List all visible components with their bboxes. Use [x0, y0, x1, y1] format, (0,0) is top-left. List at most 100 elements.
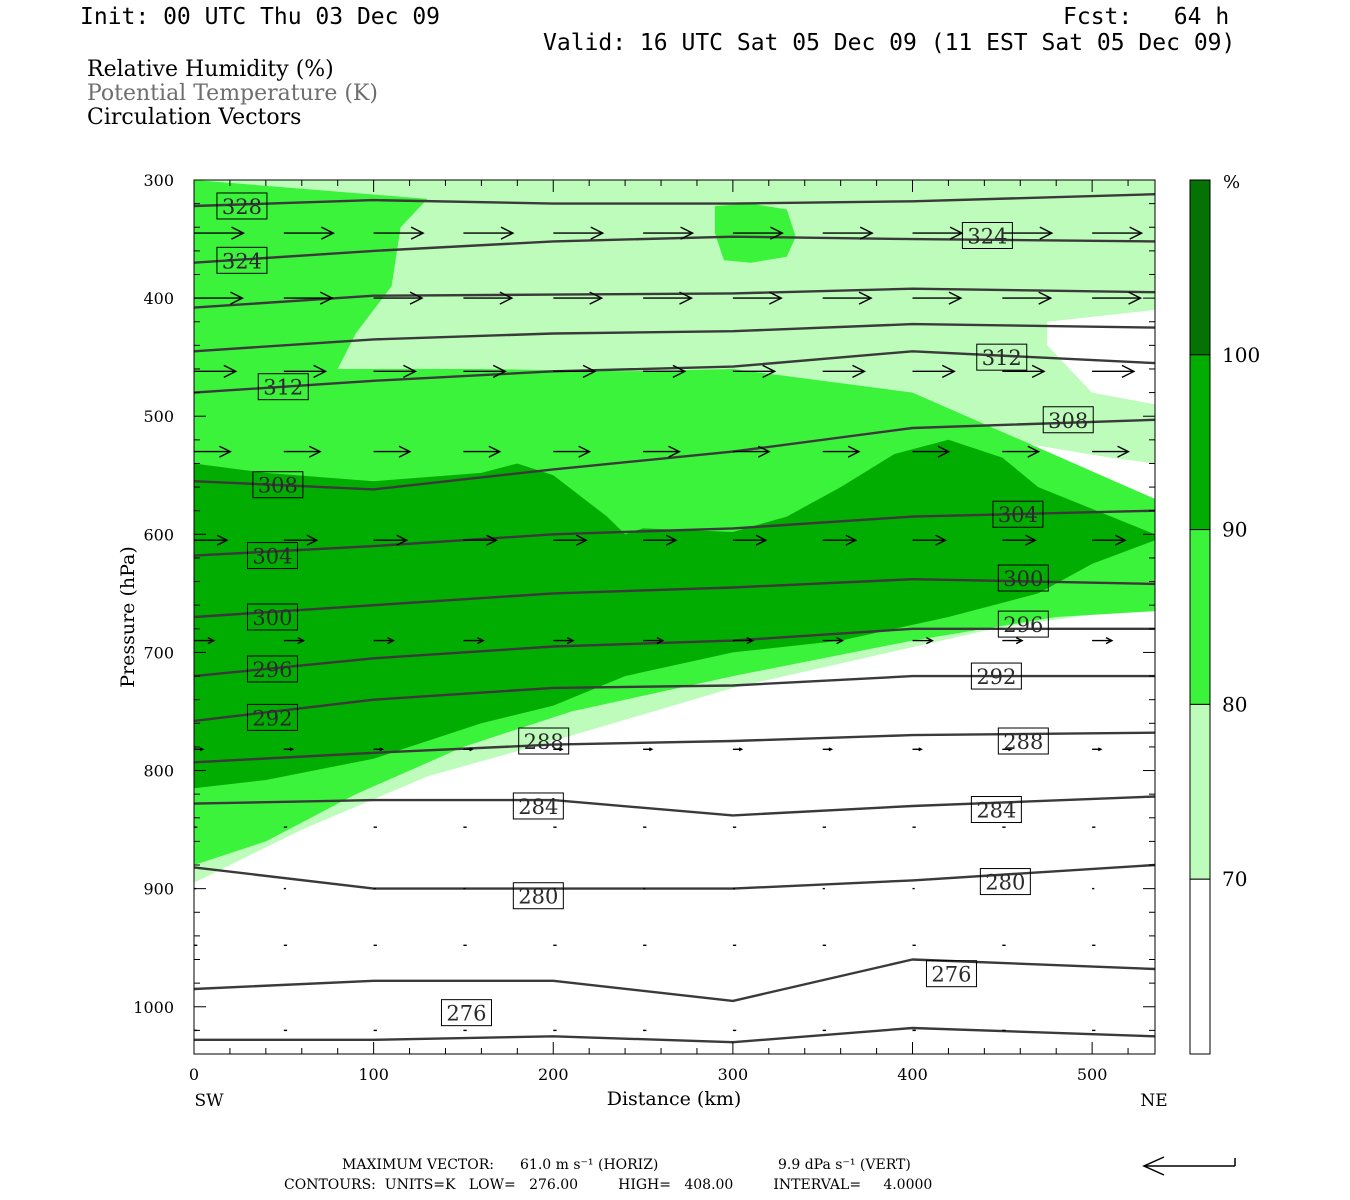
vector-head-3-1: [308, 445, 322, 458]
vector-head-2-9: [1031, 364, 1046, 378]
contour-label-box-10: [997, 564, 1049, 592]
vector-head-1-1: [319, 291, 334, 305]
vector-head-4-1: [306, 534, 319, 546]
contour-label-17: 284: [518, 795, 558, 819]
vector-head-4-4: [576, 534, 588, 546]
vector-head-5-8: [926, 637, 934, 645]
vector-head-4-2: [396, 534, 409, 546]
vector-head-2-5: [672, 364, 687, 378]
isentrope-320: [194, 287, 1155, 309]
contour-label-box-0: [216, 192, 268, 220]
vector-head-5-0: [207, 637, 216, 645]
y-tick-label-4: 700: [143, 643, 174, 662]
contour-summary: CONTOURS: UNITS=K LOW= 276.00 HIGH= 408.…: [284, 1177, 933, 1193]
x-axis-title: Distance (km): [607, 1088, 742, 1110]
vector-head-0-1: [321, 226, 335, 240]
isentrope-layer: [194, 193, 1155, 1044]
vector-head-3-0: [219, 445, 232, 458]
rh-region-90-3: [194, 439, 1155, 789]
colorbar-bin-3: [1189, 703, 1211, 880]
vector-head-1-9: [1038, 291, 1053, 305]
field-label-theta: Potential Temperature (K): [87, 81, 378, 106]
contour-label-11: 296: [252, 658, 292, 682]
contour-label-8: 304: [998, 503, 1038, 527]
contour-label-12: 296: [1003, 613, 1043, 637]
isentrope-328: [194, 193, 1155, 208]
isentrope-288: [194, 731, 1155, 764]
vector-head-4-5: [665, 534, 678, 546]
contour-label-box-6: [1042, 406, 1094, 434]
isentrope-284: [194, 795, 1155, 817]
contour-label-box-11: [246, 655, 298, 683]
y-tick-label-1: 400: [143, 289, 174, 308]
contour-label-box-3: [257, 373, 309, 401]
vector-head-6-5: [648, 747, 654, 752]
vector-head-6-7: [828, 747, 834, 752]
contour-label-box-18: [970, 796, 1022, 824]
vector-head-6-2: [379, 747, 384, 752]
x-end-label-left: SW: [194, 1091, 224, 1111]
vector-head-1-6: [768, 291, 783, 305]
vector-head-0-7: [859, 226, 874, 240]
vector-head-1-10: [1128, 291, 1143, 305]
vector-head-4-0: [216, 534, 229, 546]
vector-head-0-6: [770, 226, 784, 240]
y-tick-label-5: 800: [143, 762, 174, 781]
vector-head-2-10: [1121, 364, 1136, 378]
vector-head-5-4: [566, 637, 575, 645]
vector-head-3-6: [757, 445, 771, 458]
contour-label-13: 292: [252, 706, 292, 730]
contour-label-box-12: [997, 610, 1049, 638]
vector-head-3-5: [668, 445, 681, 458]
vector-head-2-0: [223, 364, 238, 378]
contour-label-box-15: [518, 727, 570, 755]
vector-head-5-3: [476, 637, 485, 645]
colorbar-level-90: 90: [1222, 518, 1247, 542]
reference-vector: [1142, 1156, 1236, 1176]
y-tick-label-6: 900: [143, 880, 174, 899]
colorbar-level-100: 100: [1222, 343, 1260, 367]
vector-head-0-2: [410, 226, 425, 240]
contour-label-22: 276: [931, 963, 971, 987]
vector-head-3-8: [937, 445, 951, 458]
contour-label-19: 280: [518, 885, 558, 909]
x-tick-label-5: 500: [1077, 1065, 1108, 1084]
vector-head-5-2: [387, 637, 395, 645]
x-tick-label-2: 200: [538, 1065, 569, 1084]
vector-head-4-9: [1025, 534, 1037, 546]
vector-head-5-10: [1105, 637, 1114, 645]
vector-head-2-1: [313, 364, 328, 378]
contour-label-4: 312: [982, 346, 1022, 370]
colorbar-bin-2: [1189, 529, 1211, 705]
contour-label-box-1: [216, 246, 268, 274]
contour-label-box-20: [979, 868, 1031, 896]
contour-label-box-8: [992, 500, 1044, 528]
vector-head-4-8: [935, 534, 948, 546]
vector-head-0-4: [590, 226, 605, 240]
isentrope-292: [194, 674, 1155, 723]
colorbar: 100 90 80 70: [1189, 179, 1260, 1055]
vector-head-4-7: [845, 534, 858, 546]
vector-head-2-2: [403, 364, 417, 378]
colorbar-unit: %: [1223, 172, 1240, 193]
vector-head-0-10: [1129, 226, 1144, 240]
vector-head-1-7: [858, 291, 873, 305]
init-time: Init: 00 UTC Thu 03 Dec 09: [80, 4, 441, 30]
contour-label-0: 328: [222, 195, 262, 219]
vector-head-5-1: [297, 637, 306, 645]
contour-label-box-21: [440, 999, 492, 1027]
y-tick-label-3: 600: [143, 525, 174, 544]
vector-head-2-6: [762, 364, 777, 378]
contour-label-10: 300: [1003, 567, 1043, 591]
contour-label-6: 308: [1048, 409, 1088, 433]
x-tick-label-3: 300: [718, 1065, 749, 1084]
vector-head-6-9: [1008, 747, 1013, 752]
vector-head-2-4: [582, 364, 597, 378]
vector-head-6-10: [1097, 747, 1103, 752]
x-tick-label-1: 100: [358, 1065, 389, 1084]
vector-head-6-4: [559, 747, 564, 752]
contour-label-5: 308: [258, 474, 298, 498]
vector-head-1-5: [679, 291, 694, 305]
plot-frame: [193, 179, 1156, 1055]
vector-head-5-5: [656, 637, 665, 645]
